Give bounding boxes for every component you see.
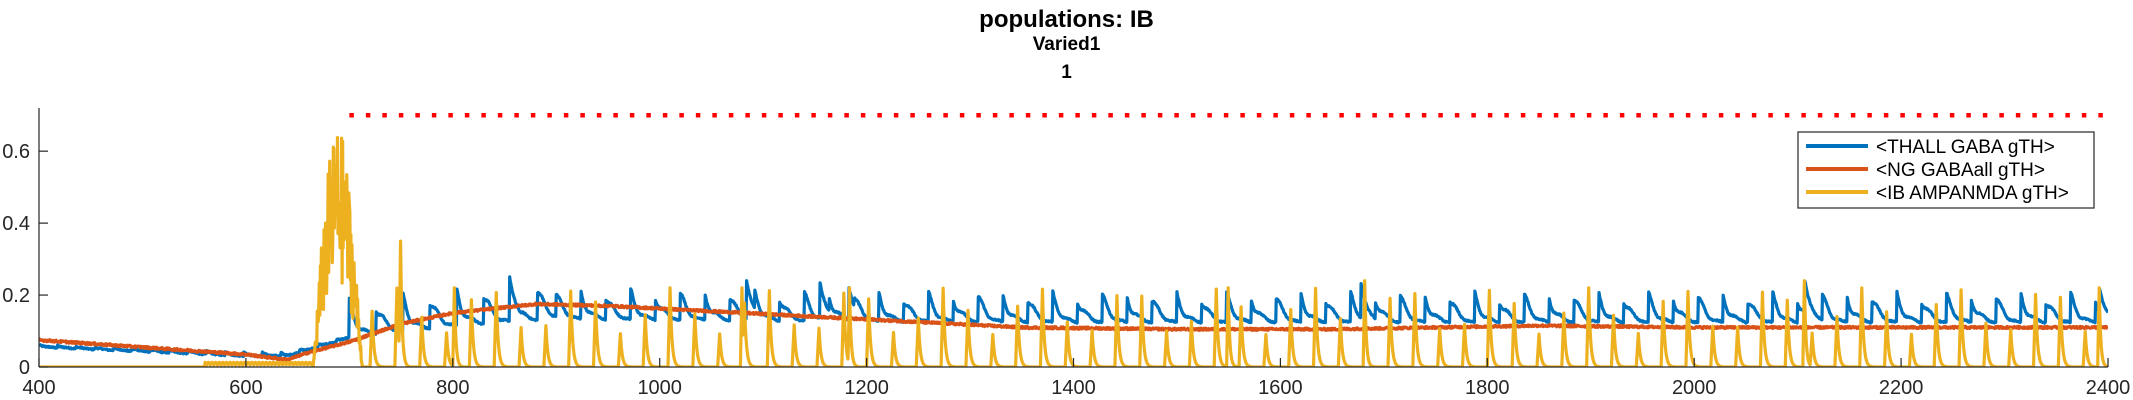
x-tick-label: 2000	[1672, 377, 1717, 399]
x-tick-label: 1800	[1465, 377, 1510, 399]
chart-subtitle-1: Varied1	[1032, 34, 1101, 55]
x-tick-label: 600	[229, 377, 262, 399]
series-thall-gaba-line	[39, 275, 2108, 359]
legend-label: <IB AMPANMDA gTH>	[1876, 183, 2069, 204]
y-tick-label: 0	[19, 357, 30, 379]
x-tick-label: 2400	[2086, 377, 2131, 399]
legend-label: <THALL GABA gTH>	[1876, 137, 2055, 158]
x-tick-label: 800	[436, 377, 469, 399]
legend: <THALL GABA gTH><NG GABAall gTH><IB AMPA…	[1797, 131, 2095, 209]
chart-title: populations: IB	[979, 6, 1154, 33]
chart-subtitle-2: 1	[1061, 62, 1072, 83]
x-tick-label: 2200	[1879, 377, 1924, 399]
legend-label: <NG GABAall gTH>	[1876, 160, 2045, 181]
y-tick-label: 0.2	[2, 285, 30, 307]
x-tick-label: 1200	[844, 377, 889, 399]
y-tick-label: 0.6	[2, 141, 30, 163]
x-tick-label: 1400	[1051, 377, 1096, 399]
x-tick-label: 1000	[637, 377, 682, 399]
x-tick-label: 400	[22, 377, 55, 399]
axes: 400 600 800 1000 1200 1400 1600 1800 2000 2200 240…	[2, 108, 2130, 399]
y-tick-label: 0.4	[2, 213, 30, 235]
x-tick-label: 1600	[1258, 377, 1303, 399]
